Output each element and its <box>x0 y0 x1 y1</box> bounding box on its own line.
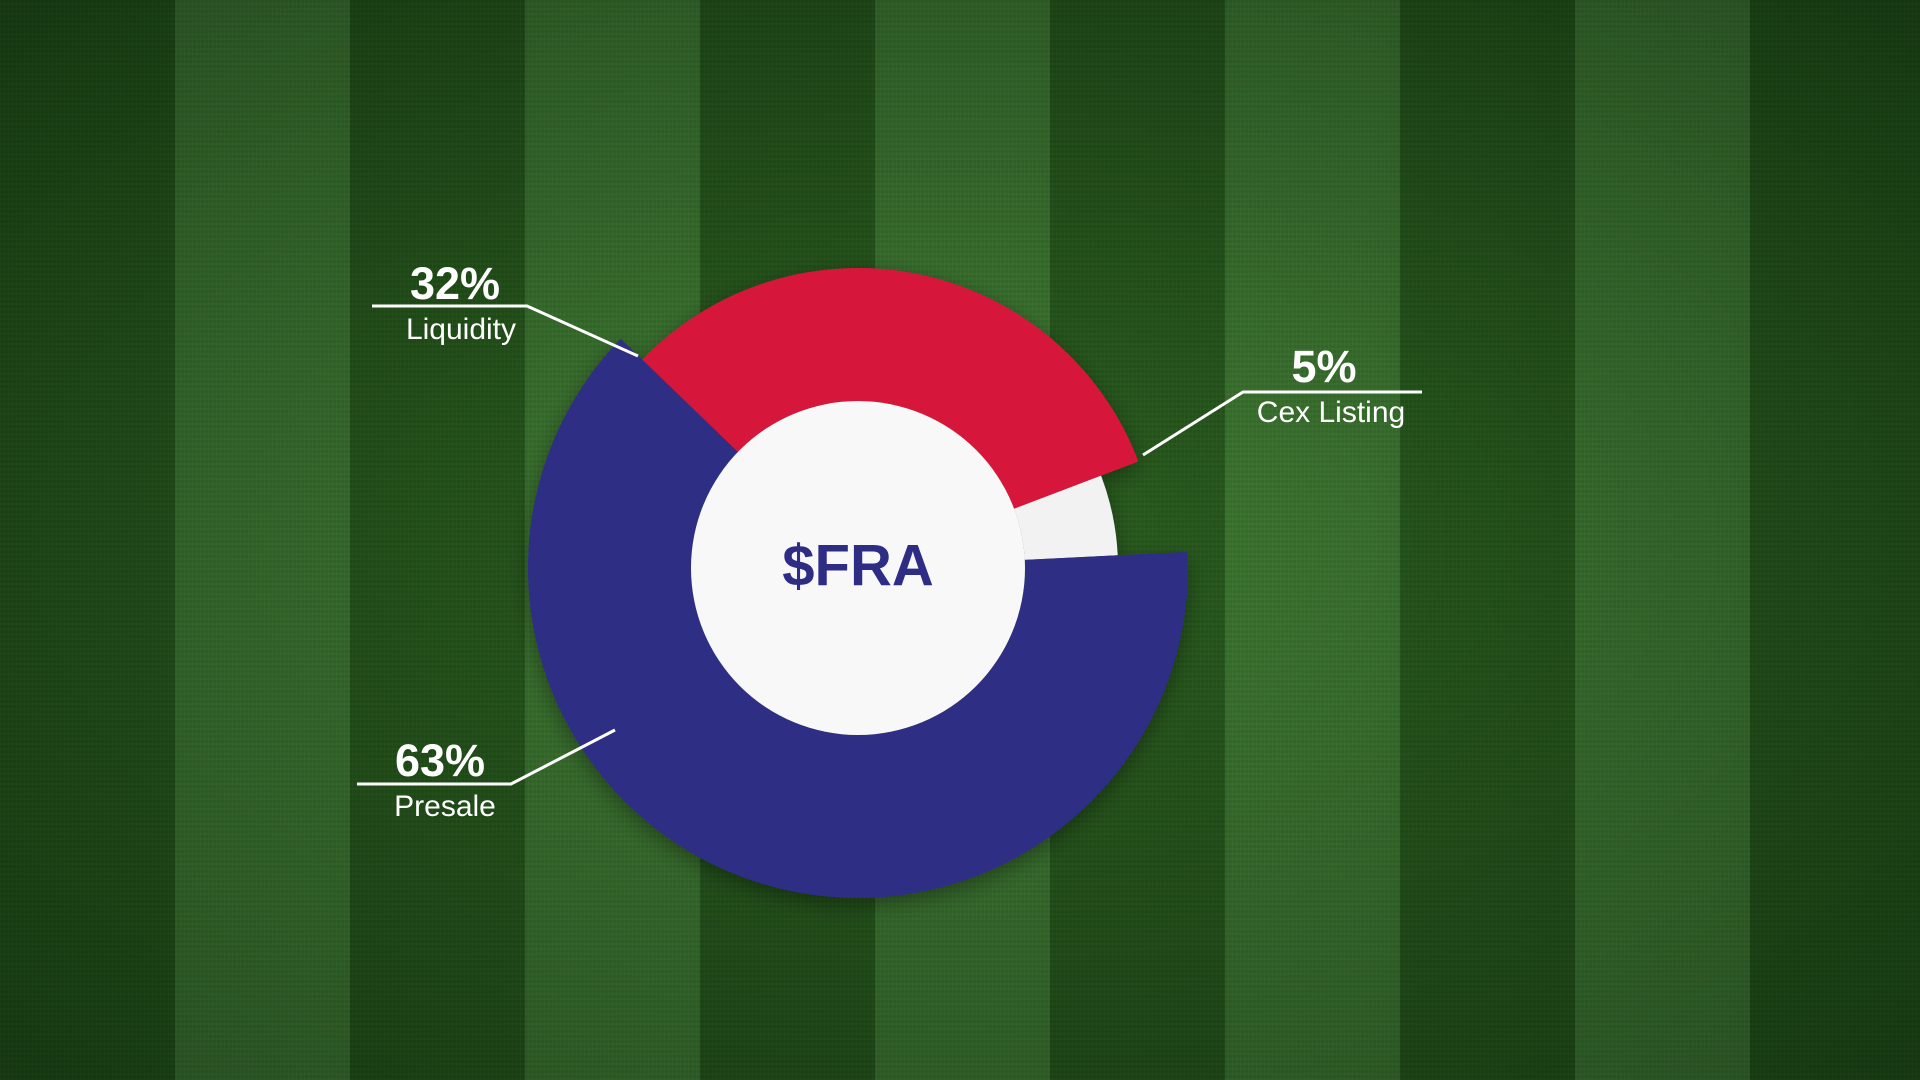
slice-presale <box>528 338 1188 898</box>
donut-hole <box>691 401 1025 735</box>
presale-category: Presale <box>394 790 496 823</box>
cex-listing-category: Cex Listing <box>1257 396 1405 429</box>
presale-percent: 63% <box>395 735 485 786</box>
presale-leader-line <box>357 728 616 786</box>
cex-listing-leader-line <box>1142 390 1422 457</box>
center-label: $FRA <box>782 533 933 598</box>
label-presale: 63% Presale <box>357 728 616 823</box>
cex-listing-percent: 5% <box>1291 341 1356 392</box>
slice-liquidity <box>642 267 1139 509</box>
label-cex-listing: 5% Cex Listing <box>1142 341 1422 457</box>
liquidity-category: Liquidity <box>406 313 516 346</box>
donut-slices <box>528 267 1188 898</box>
liquidity-leader-line <box>372 304 639 358</box>
label-liquidity: 32% Liquidity <box>372 258 639 358</box>
slice-cex-listing <box>1014 475 1118 560</box>
liquidity-percent: 32% <box>410 258 500 309</box>
